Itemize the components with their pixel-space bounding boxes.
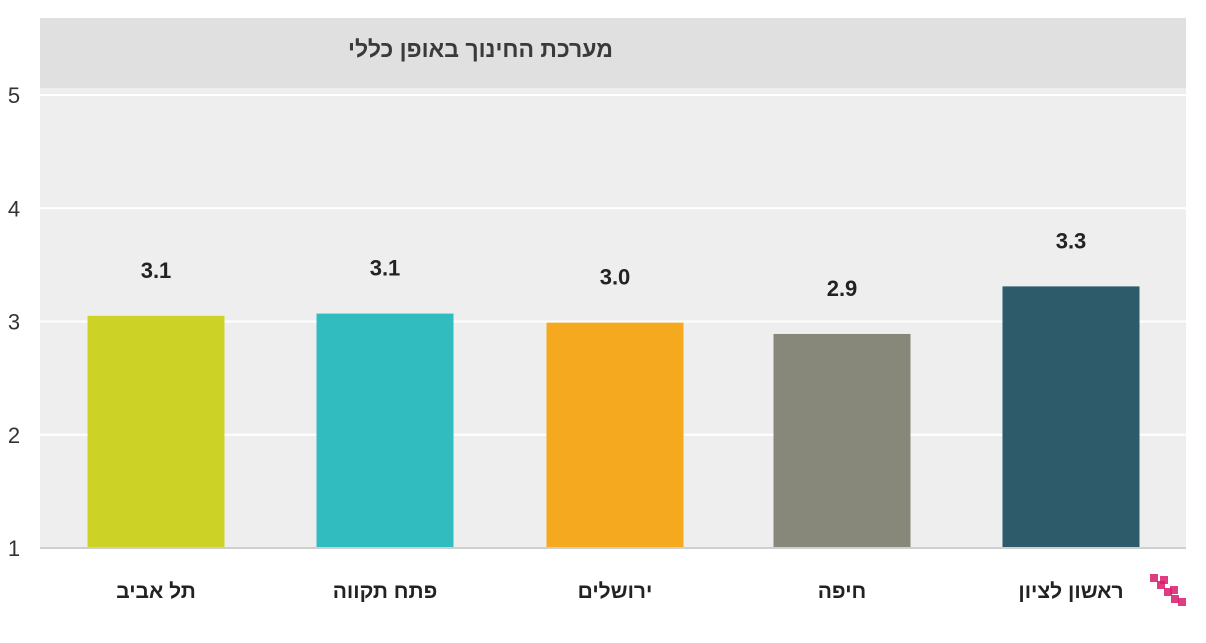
value-label: 3.3 [1056, 228, 1087, 253]
category-label: ראשון לציון [1018, 580, 1123, 603]
bar [546, 322, 684, 548]
bar [1002, 286, 1140, 548]
bar [87, 315, 225, 548]
y-tick-label: 2 [8, 423, 20, 448]
logo-pixel [1160, 576, 1168, 584]
category-label: פתח תקווה [333, 580, 438, 603]
logo-pixel [1164, 588, 1172, 596]
y-axis-ticks: 1 2 3 4 5 [8, 83, 20, 561]
value-label: 2.9 [827, 276, 858, 301]
bar [773, 333, 911, 548]
value-labels: 3.1 3.1 3.0 2.9 3.3 [141, 228, 1087, 301]
value-label: 3.1 [370, 256, 401, 281]
category-label: חיפה [818, 580, 867, 603]
category-label: תל אביב [116, 580, 196, 603]
gridlines [40, 94, 1186, 436]
y-tick-label: 1 [8, 536, 20, 561]
value-label: 3.1 [141, 258, 172, 283]
logo-pixel [1170, 586, 1178, 594]
y-tick-label: 3 [8, 310, 20, 335]
category-labels: תל אביב פתח תקווה ירושלים חיפה ראשון לציון [116, 580, 1123, 603]
bar [316, 313, 454, 548]
title-band [40, 18, 1186, 88]
logo-pixel [1171, 595, 1179, 603]
category-label: ירושלים [578, 580, 653, 603]
bars [87, 286, 1140, 548]
y-tick-label: 5 [8, 83, 20, 108]
logo-pixel [1157, 581, 1165, 589]
logo-pixel [1150, 574, 1158, 582]
y-tick-label: 4 [8, 196, 20, 221]
logo-pixel [1178, 598, 1186, 606]
chart-title: מערכת החינוך באופן כללי [348, 36, 613, 62]
pixel-logo-icon [1150, 574, 1186, 606]
value-label: 3.0 [600, 265, 631, 290]
